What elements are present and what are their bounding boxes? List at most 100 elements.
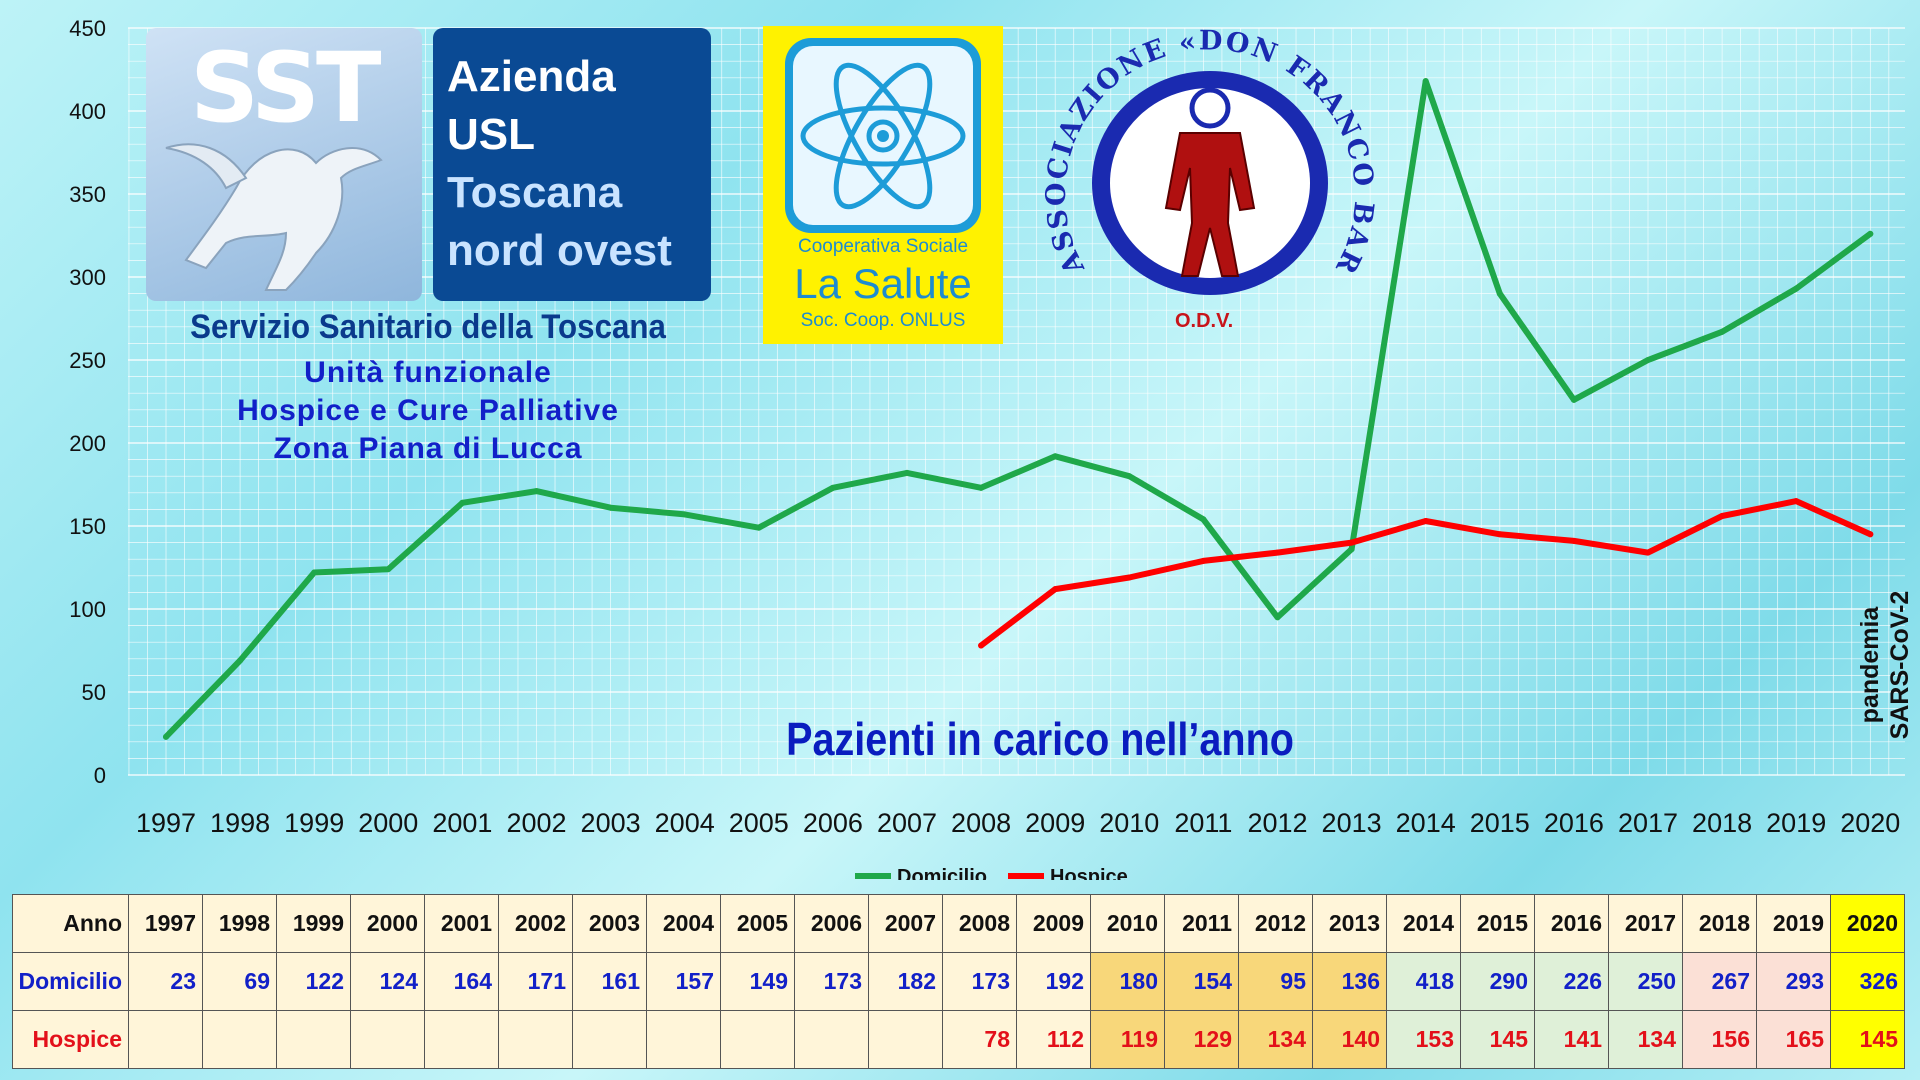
legend-label-hospice: Hospice bbox=[1050, 866, 1128, 880]
table-year-cell: 2007 bbox=[868, 894, 943, 953]
table-hospice-cell: 165 bbox=[1756, 1010, 1831, 1069]
table-year-cell: 1998 bbox=[202, 894, 277, 953]
table-year-cell: 2005 bbox=[720, 894, 795, 953]
table-hospice-cell: 145 bbox=[1460, 1010, 1535, 1069]
y-tick-label: 100 bbox=[69, 597, 106, 622]
y-tick-label: 200 bbox=[69, 431, 106, 456]
table-hospice-cell bbox=[128, 1010, 203, 1069]
data-point-domicilio bbox=[1496, 290, 1503, 297]
table-domicilio-cell: 326 bbox=[1830, 952, 1905, 1011]
x-tick-label: 1999 bbox=[284, 808, 344, 838]
table-year-cell: 2001 bbox=[424, 894, 499, 953]
chart-grid bbox=[128, 27, 1905, 776]
data-point-hospice bbox=[1793, 498, 1800, 505]
table-year-cell: 2016 bbox=[1534, 894, 1609, 953]
y-tick-label: 400 bbox=[69, 99, 106, 124]
table-row-domicilio: Domicilio 23 69 122 124 164 171 161 157 149 173 18… bbox=[12, 952, 1905, 1011]
table-year-cell: 2017 bbox=[1608, 894, 1683, 953]
data-point-hospice bbox=[1570, 537, 1577, 544]
table-header-label: Anno bbox=[12, 894, 129, 953]
x-tick-label: 2005 bbox=[729, 808, 789, 838]
sst-letters: SST bbox=[190, 32, 381, 144]
table-hospice-cell: 145 bbox=[1830, 1010, 1905, 1069]
table-domicilio-cell: 226 bbox=[1534, 952, 1609, 1011]
y-tick-label: 250 bbox=[69, 348, 106, 373]
table-year-cell: 2018 bbox=[1682, 894, 1757, 953]
table-year-cell: 2000 bbox=[350, 894, 425, 953]
data-point-domicilio bbox=[1719, 328, 1726, 335]
line-chart: 0 50 100 150 200 250 300 350 400 450 1997 1998 1999 2… bbox=[69, 16, 1905, 880]
data-point-domicilio bbox=[978, 484, 985, 491]
data-table: Anno 1997 1998 1999 2000 2001 2002 2003 2004 200… bbox=[12, 894, 1905, 1069]
table-year-cell: 2010 bbox=[1090, 894, 1165, 953]
person-icon bbox=[1164, 87, 1256, 277]
table-year-cell: 2011 bbox=[1164, 894, 1239, 953]
table-domicilio-cell: 173 bbox=[942, 952, 1017, 1011]
salute-line-1: Cooperativa Sociale bbox=[797, 236, 969, 257]
data-point-domicilio bbox=[1570, 396, 1577, 403]
pegasus-icon bbox=[165, 143, 383, 291]
data-point-domicilio bbox=[459, 499, 466, 506]
table-hospice-cell bbox=[498, 1010, 573, 1069]
table-hospice-cell bbox=[202, 1010, 277, 1069]
annotation-line-1: pandemia bbox=[1856, 606, 1884, 724]
table-hospice-cell bbox=[572, 1010, 647, 1069]
table-hospice-cell bbox=[424, 1010, 499, 1069]
table-year-cell: 2020 bbox=[1830, 894, 1905, 953]
annotation-line-2: SARS-CoV-2 bbox=[1886, 590, 1914, 740]
x-tick-label: 2014 bbox=[1396, 808, 1456, 838]
x-tick-label: 2011 bbox=[1174, 808, 1232, 838]
table-year-cell: 2008 bbox=[942, 894, 1017, 953]
table-hospice-cell: 134 bbox=[1608, 1010, 1683, 1069]
table-hospice-cell: 129 bbox=[1164, 1010, 1239, 1069]
table-hospice-cell: 156 bbox=[1682, 1010, 1757, 1069]
data-point-hospice bbox=[1719, 513, 1726, 520]
data-point-domicilio bbox=[237, 657, 244, 664]
table-domicilio-cell: 161 bbox=[572, 952, 647, 1011]
x-tick-label: 2008 bbox=[951, 808, 1011, 838]
x-tick-label: 2007 bbox=[877, 808, 937, 838]
table-hospice-cell bbox=[646, 1010, 721, 1069]
x-tick-label: 2009 bbox=[1025, 808, 1085, 838]
data-point-hospice bbox=[1867, 531, 1874, 538]
usl-line-4: nord ovest bbox=[447, 226, 672, 275]
data-point-domicilio bbox=[1867, 230, 1874, 237]
table-domicilio-cell: 267 bbox=[1682, 952, 1757, 1011]
data-point-hospice bbox=[1645, 549, 1651, 556]
table-hospice-cell bbox=[276, 1010, 351, 1069]
table-year-cell: 2012 bbox=[1238, 894, 1313, 953]
x-tick-label: 1998 bbox=[210, 808, 270, 838]
data-point-hospice bbox=[1274, 549, 1281, 556]
data-point-domicilio bbox=[533, 488, 540, 495]
y-tick-label: 350 bbox=[69, 182, 106, 207]
data-point-domicilio bbox=[755, 524, 762, 531]
table-row-hospice: Hospice 78 112 119 129 134 140 153 145 141 134 156… bbox=[12, 1010, 1905, 1069]
table-domicilio-cell: 95 bbox=[1238, 952, 1313, 1011]
unit-line-1: Unità funzionale bbox=[304, 356, 552, 389]
table-label-hospice: Hospice bbox=[12, 1010, 129, 1069]
x-tick-label: 2004 bbox=[655, 808, 715, 838]
table-year-cell: 2003 bbox=[572, 894, 647, 953]
chart-legend: Domicilio Hospice bbox=[855, 866, 1128, 880]
series-line-domicilio bbox=[163, 78, 1874, 740]
data-point-domicilio bbox=[829, 484, 836, 491]
data-point-domicilio bbox=[607, 504, 614, 511]
data-point-domicilio bbox=[1126, 473, 1133, 480]
table-year-cell: 2004 bbox=[646, 894, 721, 953]
table-domicilio-cell: 69 bbox=[202, 952, 277, 1011]
table-hospice-cell: 78 bbox=[942, 1010, 1017, 1069]
data-point-domicilio bbox=[1348, 546, 1355, 553]
chart-series bbox=[163, 78, 1874, 740]
data-point-domicilio bbox=[163, 733, 169, 740]
data-point-domicilio bbox=[1422, 78, 1429, 85]
data-point-hospice bbox=[1126, 574, 1133, 581]
data-point-hospice bbox=[1052, 586, 1059, 593]
x-tick-label: 2013 bbox=[1322, 808, 1382, 838]
table-domicilio-cell: 180 bbox=[1090, 952, 1165, 1011]
table-hospice-cell: 112 bbox=[1016, 1010, 1091, 1069]
associazione-logo: ASSOCIAZIONE «DON FRANCO BARONI» bbox=[1040, 18, 1377, 295]
table-domicilio-cell: 164 bbox=[424, 952, 499, 1011]
table-label-domicilio: Domicilio bbox=[12, 952, 129, 1011]
x-tick-label: 2018 bbox=[1692, 808, 1752, 838]
table-year-cell: 2013 bbox=[1312, 894, 1387, 953]
